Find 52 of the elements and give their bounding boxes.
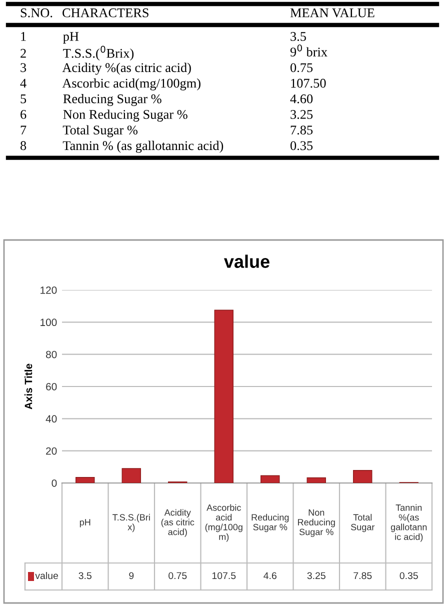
data-label: 0.35 <box>400 572 418 580</box>
x-tick-label: Acidity (as citric acid) <box>161 509 194 537</box>
y-tick-label: 20 <box>46 447 57 455</box>
x-tick-label: T.S.S.(Bri x) <box>112 514 150 532</box>
text: 9$^{0}$ brix <box>290 44 328 56</box>
text: $^{0}$Brix) <box>100 46 134 60</box>
text: 2 T.S.S.( <box>20 48 100 60</box>
legend-label: value <box>35 572 58 580</box>
y-tick-label: 40 <box>46 415 57 423</box>
bar <box>353 470 372 483</box>
data-label: 4.6 <box>264 572 276 580</box>
text: 3 Acidity %(as citric acid) <box>20 62 191 75</box>
text: 6 Non Reducing Sugar % <box>20 110 188 122</box>
y-tick-label: 0 <box>52 480 57 487</box>
text: 4.60 <box>290 94 313 104</box>
y-tick-label: 60 <box>46 383 57 390</box>
data-label: 107.5 <box>212 572 236 580</box>
y-tick-label: 120 <box>40 286 57 294</box>
x-tick-label: Tannin %(as gallotann ic acid) <box>390 504 427 542</box>
text: S.NO. <box>20 8 52 18</box>
text: 7 Total Sugar % <box>20 125 138 138</box>
chart-title: value <box>224 254 270 268</box>
data-label: 3.5 <box>78 572 92 580</box>
x-tick-label: Ascorbic acid (mg/100g m) <box>205 504 242 542</box>
y-tick-label: 100 <box>40 318 57 326</box>
text: 0.35 <box>290 141 313 150</box>
bar <box>76 477 95 483</box>
data-label: 7.85 <box>354 572 372 580</box>
bar <box>260 475 280 483</box>
text: CHARACTERS <box>62 8 148 18</box>
bar <box>306 477 326 483</box>
text: 5 Reducing Sugar % <box>20 94 162 106</box>
y-axis-title: Axis Title <box>24 364 32 410</box>
text: 4 Ascorbic acid(mg/100gm) <box>20 78 200 90</box>
text: 8 Tannin % (as gallotannic acid) <box>20 140 224 153</box>
x-tick-label: pH <box>80 519 90 528</box>
data-label: 9 <box>129 572 134 580</box>
data-label: 0.75 <box>168 572 187 580</box>
bar <box>122 468 141 483</box>
x-tick-label: Non Reducing Sugar % <box>298 509 335 537</box>
text: 107.50 <box>291 78 326 88</box>
text: 0.75 <box>290 63 313 72</box>
text: 1 pH <box>21 32 79 44</box>
bar <box>214 310 234 483</box>
x-tick-label: Total Sugar <box>350 514 375 532</box>
y-tick-label: 80 <box>46 350 57 358</box>
x-tick-label: Reducing Sugar % <box>252 514 289 532</box>
text: 7.85 <box>290 126 313 135</box>
text: 3.5 <box>290 32 306 41</box>
data-label: 3.25 <box>307 572 326 580</box>
text: MEAN VALUE <box>290 8 374 18</box>
text: 3.25 <box>290 110 313 119</box>
